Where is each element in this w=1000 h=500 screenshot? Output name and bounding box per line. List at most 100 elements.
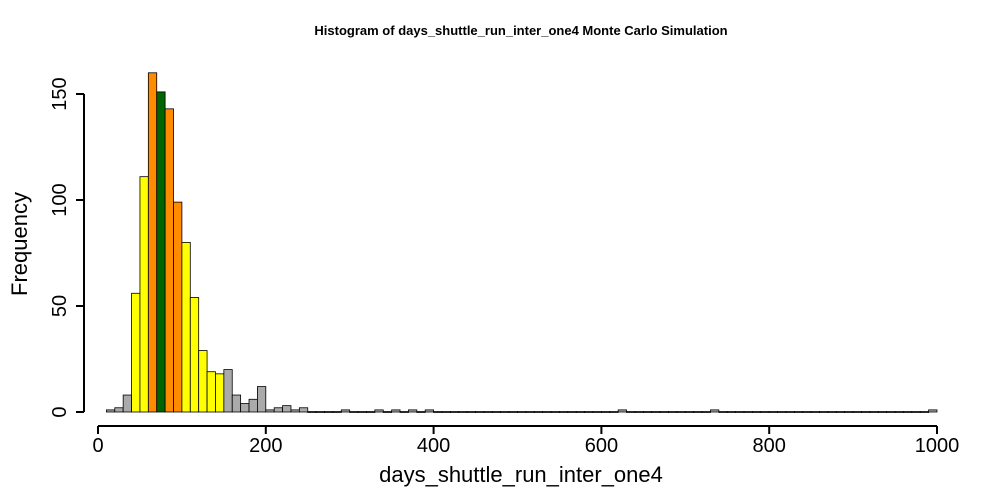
- histogram-bar: [701, 411, 711, 413]
- histogram-bar: [475, 411, 485, 413]
- histogram-bar: [282, 405, 292, 413]
- histogram-bar: [844, 411, 854, 413]
- histogram-bar: [835, 411, 846, 413]
- histogram-bar: [743, 411, 753, 413]
- histogram-bar: [290, 409, 300, 413]
- histogram-bar: [173, 201, 183, 413]
- histogram-bar: [257, 386, 267, 413]
- histogram-bar: [366, 411, 376, 413]
- histogram-bar: [911, 411, 921, 413]
- histogram-bar: [223, 369, 233, 413]
- histogram-bar: [785, 411, 795, 413]
- histogram-bar: [206, 371, 216, 413]
- histogram-bar: [718, 411, 728, 413]
- histogram-bar: [500, 411, 510, 413]
- histogram-bar: [676, 411, 686, 413]
- histogram-bar: [357, 411, 367, 413]
- histogram-bar: [886, 411, 896, 413]
- y-tick-label: 0: [49, 406, 71, 417]
- histogram-bar: [517, 411, 527, 413]
- histogram-bar: [575, 411, 586, 413]
- histogram-bar: [449, 411, 460, 413]
- histogram-bar: [903, 411, 913, 413]
- histogram-bar: [793, 411, 804, 413]
- histogram-bar: [508, 411, 518, 413]
- y-tick-label: 50: [49, 295, 71, 317]
- histogram-bar: [609, 411, 619, 413]
- histogram-bar: [139, 176, 149, 413]
- histogram-bar: [231, 394, 242, 413]
- histogram-bar: [710, 409, 720, 413]
- x-tick-label: 1000: [915, 435, 960, 457]
- histogram-bar: [827, 411, 837, 413]
- histogram-bar: [877, 411, 888, 413]
- histogram-bar: [156, 91, 166, 413]
- histogram-bar: [466, 411, 476, 413]
- histogram-bar: [273, 407, 283, 413]
- histogram-bar: [114, 407, 124, 413]
- histogram-bar: [735, 411, 745, 413]
- histogram-bar: [324, 411, 334, 413]
- histogram-bar: [382, 411, 393, 413]
- chart-title: Histogram of days_shuttle_run_inter_one4…: [314, 23, 727, 38]
- histogram-bar: [315, 411, 325, 413]
- histogram-bar: [122, 394, 132, 413]
- histogram-bar: [567, 411, 577, 413]
- histogram-bar: [894, 411, 904, 413]
- histogram-bar: [433, 411, 443, 413]
- histogram-bar: [374, 409, 384, 413]
- histogram-bar: [408, 409, 418, 413]
- histogram-bar: [349, 411, 359, 413]
- histogram-bar: [240, 403, 250, 413]
- histogram-bar: [105, 409, 116, 413]
- bars-group: [105, 72, 938, 413]
- histogram-bar: [265, 409, 275, 413]
- histogram-bar: [483, 411, 493, 413]
- histogram-bar: [668, 411, 678, 413]
- x-tick-label: 400: [417, 435, 450, 457]
- histogram-bar: [810, 411, 820, 413]
- x-axis-label: days_shuttle_run_inter_one4: [379, 462, 663, 487]
- x-tick-label: 600: [585, 435, 618, 457]
- histogram-bar: [642, 411, 653, 413]
- histogram-bar: [634, 411, 644, 413]
- histogram-bar: [164, 108, 174, 413]
- histogram-bar: [441, 411, 451, 413]
- histogram-bar: [215, 373, 225, 413]
- histogram-bar: [542, 411, 552, 413]
- x-axis: 0 200 400 600 800 1000: [92, 425, 960, 457]
- histogram-bar: [659, 411, 669, 413]
- histogram-bar: [525, 411, 535, 413]
- histogram-bar: [777, 411, 787, 413]
- histogram-bar: [340, 409, 351, 413]
- histogram-bar: [584, 411, 594, 413]
- histogram-bar: [819, 411, 829, 413]
- histogram-bar: [919, 411, 930, 413]
- histogram-bar: [726, 411, 737, 413]
- histogram-bar: [416, 411, 426, 413]
- histogram-bar: [869, 411, 879, 413]
- histogram-bar: [693, 411, 703, 413]
- x-tick-label: 0: [92, 435, 103, 457]
- histogram-bar: [391, 409, 401, 413]
- histogram-bar: [559, 411, 569, 413]
- histogram-bar: [752, 411, 762, 413]
- histogram-bar: [189, 297, 200, 413]
- histogram-bar: [852, 411, 862, 413]
- x-tick-label: 800: [753, 435, 786, 457]
- histogram-bar: [626, 411, 636, 413]
- histogram-bar: [802, 411, 812, 413]
- y-axis-label: Frequency: [7, 192, 32, 296]
- histogram-bar: [298, 407, 309, 413]
- histogram-bar: [550, 411, 560, 413]
- histogram-bar: [332, 411, 342, 413]
- histogram-bar: [458, 411, 468, 413]
- histogram-bar: [181, 241, 191, 413]
- y-tick-label: 150: [49, 77, 71, 110]
- histogram-bar: [248, 398, 258, 413]
- histogram-bar: [684, 411, 695, 413]
- histogram-bar: [399, 411, 409, 413]
- histogram-bar: [131, 292, 141, 413]
- histogram-bar: [424, 409, 434, 413]
